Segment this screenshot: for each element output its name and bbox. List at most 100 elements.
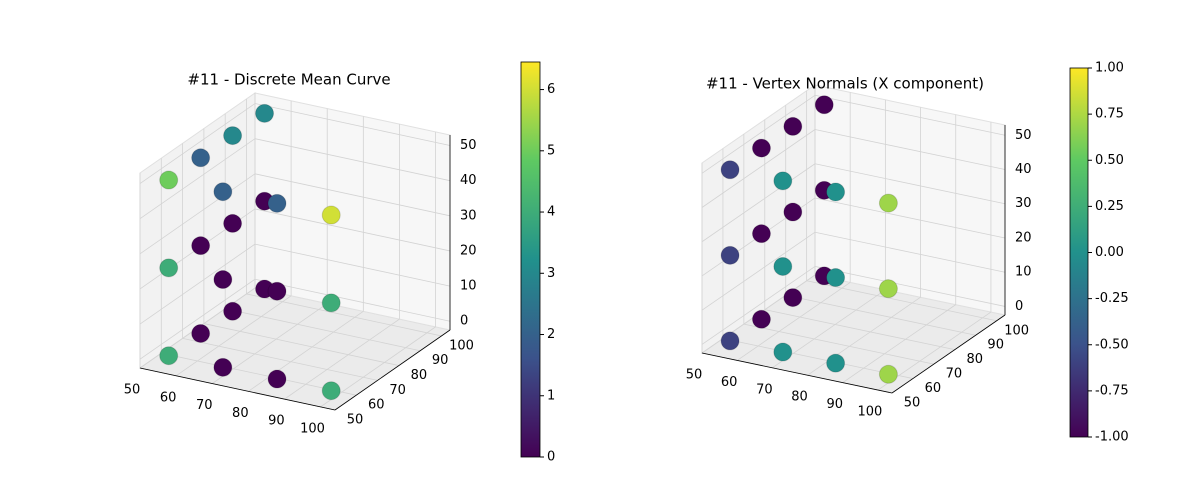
colorbar-tick-label: 0.75: [1095, 107, 1124, 122]
x-tick-label: 70: [196, 398, 213, 413]
z-tick-label: 50: [1015, 128, 1032, 143]
point: [191, 148, 211, 168]
grid-line: [284, 318, 400, 400]
point: [783, 202, 803, 222]
colorbar: [520, 61, 541, 458]
point: [191, 323, 211, 343]
z-tick-label: 20: [1015, 230, 1032, 245]
point: [159, 258, 179, 278]
point: [159, 346, 179, 366]
colorbar-tick-label: 0: [547, 450, 555, 465]
point: [321, 205, 341, 225]
point: [783, 288, 803, 308]
grid-line: [842, 304, 956, 383]
z-tick-label: 40: [1015, 162, 1032, 177]
x-tick-label: 90: [268, 414, 285, 429]
point: [878, 364, 898, 384]
x-tick-label: 100: [858, 405, 883, 420]
grid-line: [736, 282, 851, 361]
point: [191, 236, 211, 256]
point: [878, 279, 898, 299]
grid-line: [254, 173, 451, 217]
colorbar-tick-label: 0.25: [1095, 199, 1124, 214]
point: [213, 182, 233, 202]
colorbar-tick-label: 0.50: [1095, 153, 1124, 168]
axis-line: [701, 352, 893, 394]
x-tick-label: 60: [160, 390, 177, 405]
grid-line: [203, 323, 399, 366]
x-tick-label: 80: [791, 390, 808, 405]
colorbar-tick-label: 4: [547, 205, 555, 220]
grid-line: [246, 293, 442, 337]
grid-line: [254, 243, 451, 287]
point: [321, 381, 341, 401]
z-tick-label: 30: [1015, 196, 1032, 211]
z-tick-label: 10: [1015, 265, 1032, 280]
y-tick-label: 100: [1004, 323, 1029, 338]
y-tick-label: 70: [946, 367, 963, 382]
y-tick-label: 80: [411, 368, 428, 383]
colorbar-tick-label: 0.00: [1095, 245, 1124, 260]
point: [751, 309, 771, 329]
grid-line: [807, 296, 921, 376]
grid-line: [175, 295, 292, 377]
colorbar-tick-label: 6: [547, 82, 555, 97]
point: [213, 357, 233, 377]
grid-line: [254, 208, 451, 252]
y-tick-label: 80: [967, 352, 984, 367]
grid-line: [139, 243, 256, 325]
grid-line: [248, 311, 364, 392]
z-tick-label: 0: [460, 314, 468, 329]
point: [267, 281, 287, 301]
x-tick-label: 60: [721, 375, 738, 390]
point: [213, 270, 233, 290]
y-tick-label: 50: [904, 396, 921, 411]
chart-title: #11 - Vertex Normals (X component): [706, 75, 984, 93]
colorbar-tick-label: -1.00: [1095, 430, 1129, 445]
colorbar-tick-label: -0.75: [1095, 383, 1129, 398]
z-tick-label: 10: [460, 279, 477, 294]
x-tick-label: 70: [756, 382, 773, 397]
grid-line: [225, 308, 421, 352]
colorbar: [1069, 67, 1089, 438]
point: [773, 342, 793, 362]
x-tick-label: 80: [232, 406, 249, 421]
grid-line: [814, 94, 1006, 136]
point: [267, 193, 287, 213]
point: [783, 116, 803, 136]
grid-line: [701, 231, 816, 311]
point: [223, 213, 243, 233]
point: [773, 171, 793, 191]
y-tick-label: 60: [368, 398, 385, 413]
z-tick-label: 0: [1015, 299, 1023, 314]
z-tick-label: 30: [460, 208, 477, 223]
chart-title: #11 - Discrete Mean Curve: [187, 71, 390, 89]
x-tick-label: 100: [300, 421, 325, 436]
grid-line: [182, 337, 378, 381]
x-tick-label: 50: [124, 383, 141, 398]
z-tick-label: 20: [460, 243, 477, 258]
point: [878, 193, 898, 213]
point: [826, 353, 846, 373]
point: [751, 224, 771, 244]
z-tick-label: 40: [460, 173, 477, 188]
z-tick-label: 50: [460, 138, 477, 153]
grid-line: [701, 163, 816, 243]
point: [814, 95, 834, 115]
grid-line: [254, 103, 451, 146]
y-tick-label: 60: [925, 381, 942, 396]
point: [223, 126, 243, 146]
axis-line: [334, 329, 451, 411]
grid-line: [764, 309, 955, 351]
grid-line: [743, 323, 934, 365]
point: [223, 301, 243, 321]
grid-line: [254, 138, 451, 182]
colorbar-tick-label: -0.50: [1095, 337, 1129, 352]
grid-line: [814, 266, 1006, 307]
point: [321, 293, 341, 313]
grid-line: [701, 129, 816, 208]
point: [255, 103, 275, 123]
y-tick-label: 90: [432, 353, 449, 368]
axis-line: [891, 314, 1006, 394]
